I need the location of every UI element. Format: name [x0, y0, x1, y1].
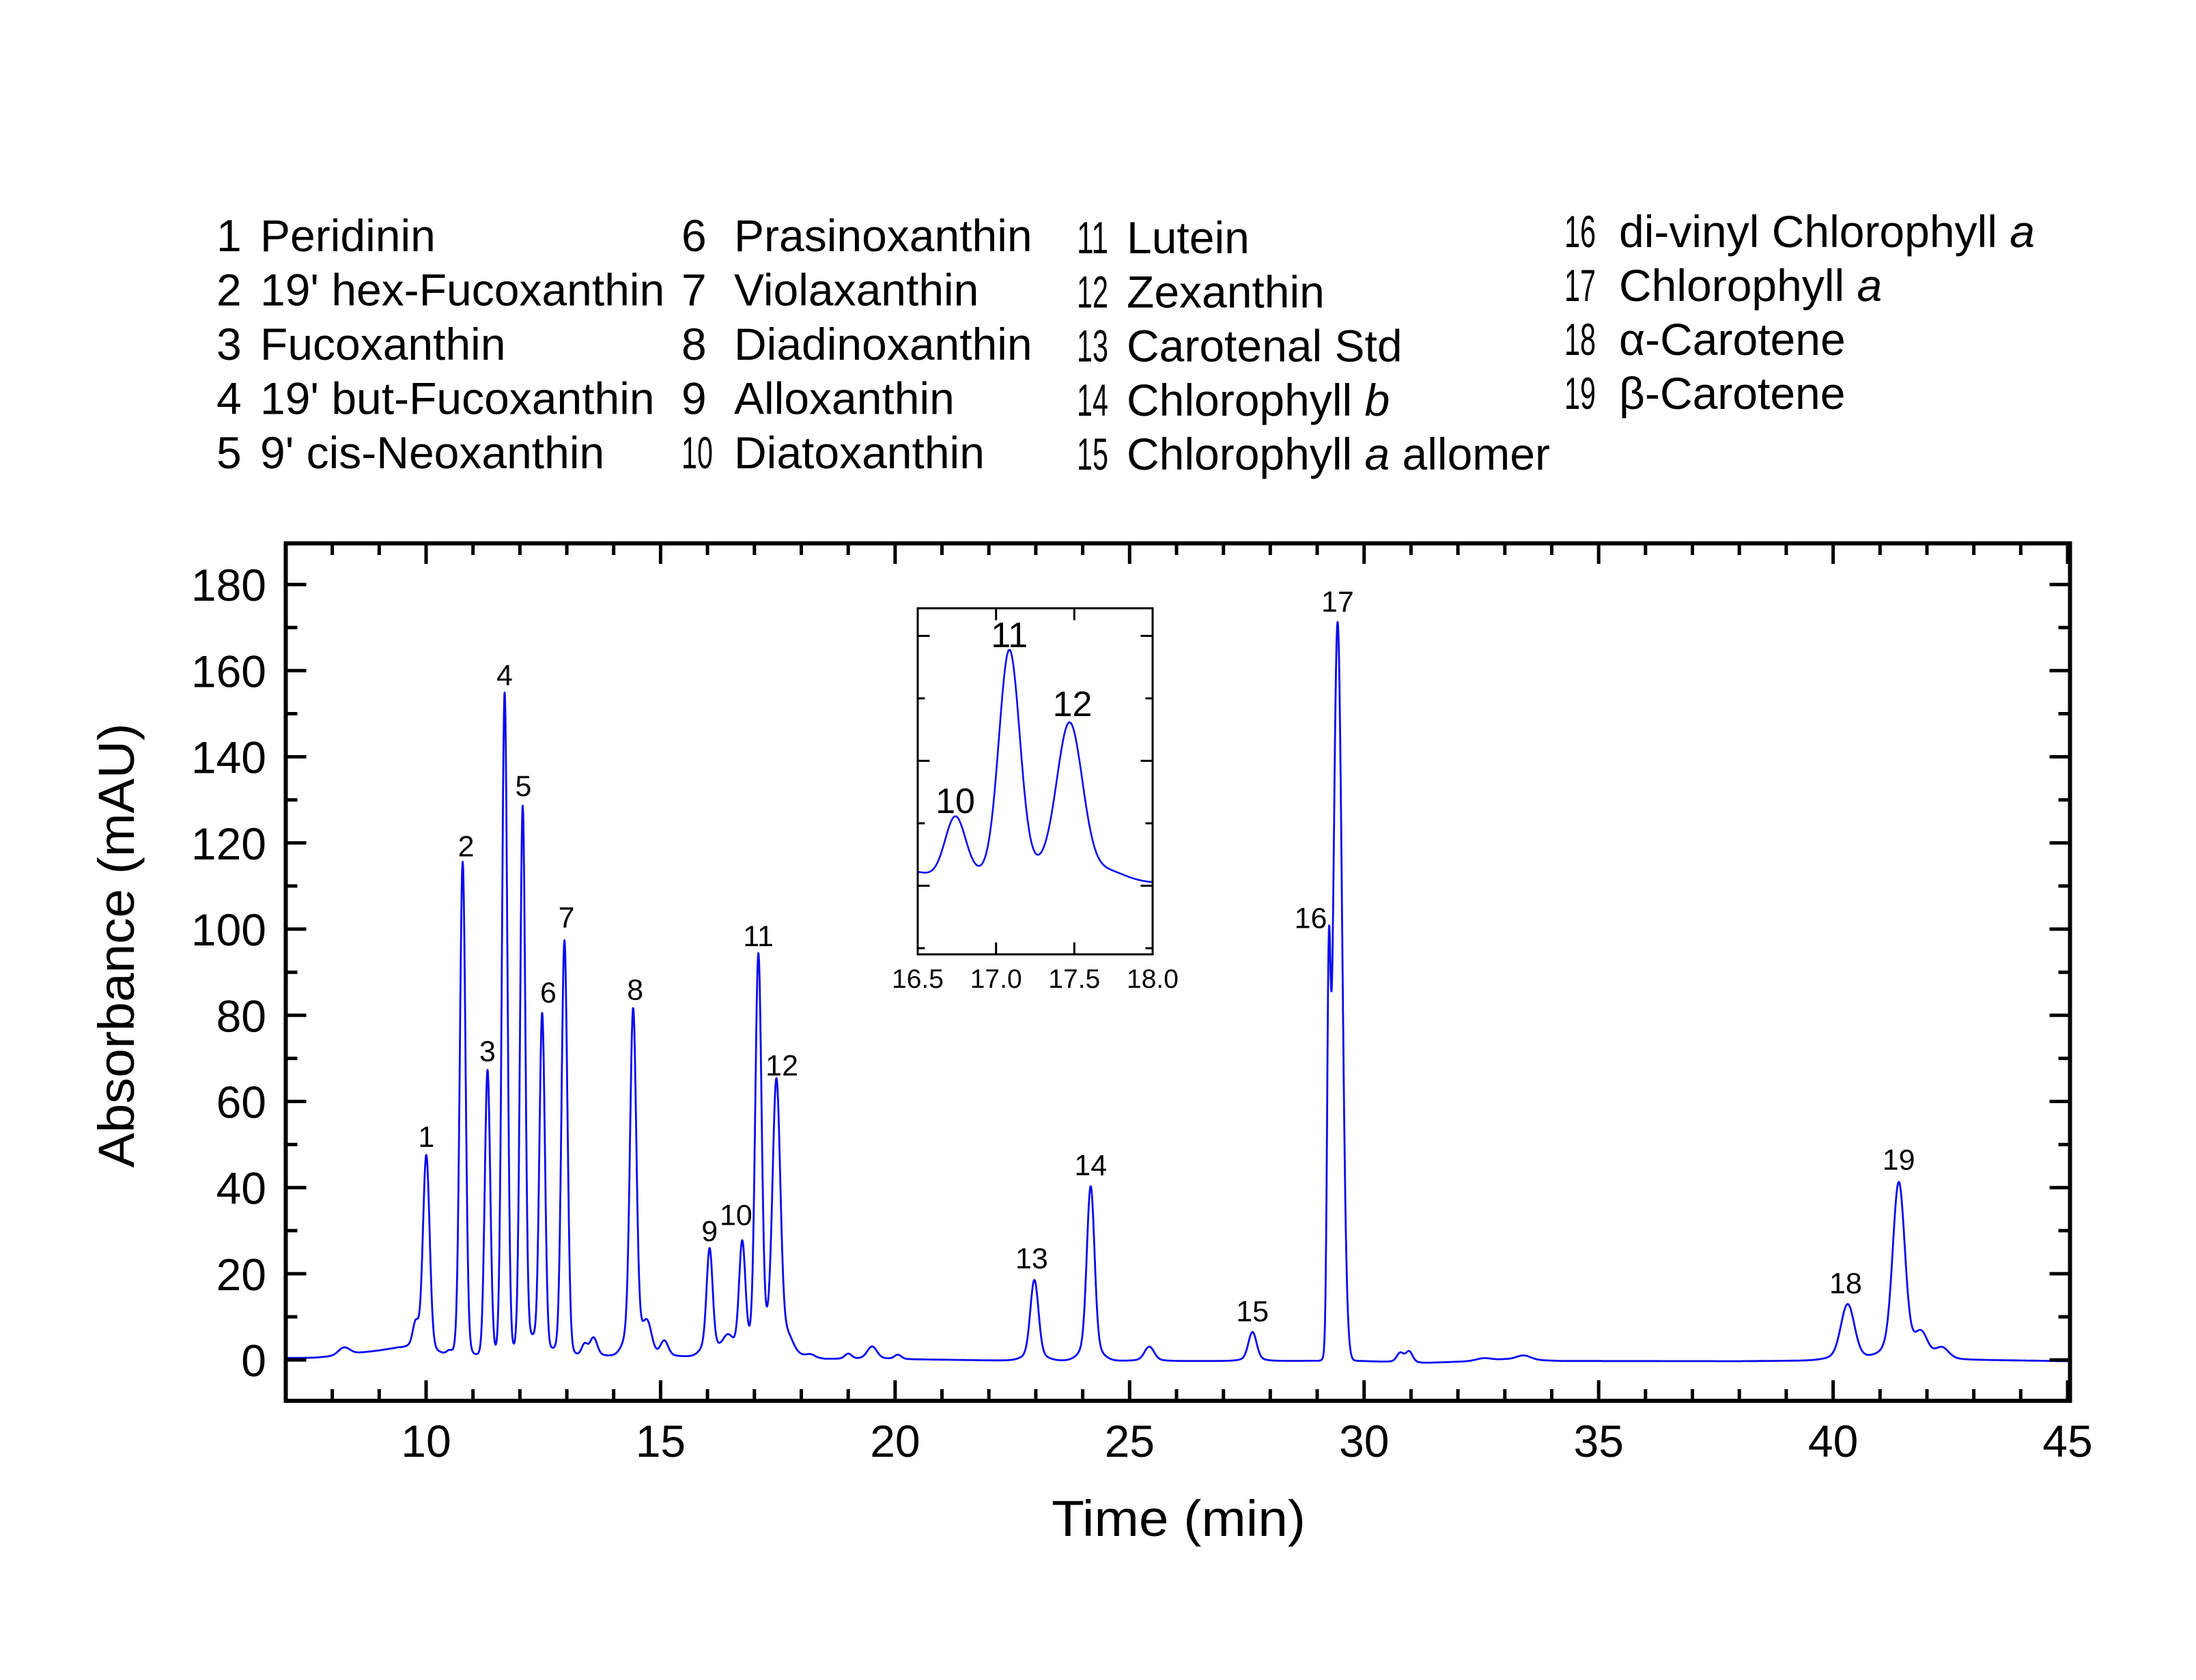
svg-text:12: 12	[1053, 685, 1093, 724]
svg-text:11: 11	[1077, 212, 1108, 263]
svg-text:Absorbance (mAU): Absorbance (mAU)	[88, 724, 145, 1168]
svg-text:17.5: 17.5	[1048, 965, 1100, 994]
svg-text:α-Carotene: α-Carotene	[1619, 314, 1846, 365]
svg-text:20: 20	[216, 1249, 266, 1300]
svg-text:4: 4	[496, 659, 513, 692]
svg-text:7: 7	[559, 901, 575, 934]
svg-text:11: 11	[743, 920, 774, 953]
svg-text:140: 140	[191, 732, 266, 783]
svg-text:40: 40	[1808, 1416, 1858, 1466]
svg-text:6: 6	[681, 210, 707, 261]
svg-text:10: 10	[401, 1416, 451, 1466]
svg-text:12: 12	[1077, 266, 1108, 317]
svg-text:19' hex-Fucoxanthin: 19' hex-Fucoxanthin	[260, 265, 664, 315]
svg-text:Chlorophyll a allomer: Chlorophyll a allomer	[1127, 429, 1550, 479]
svg-text:8: 8	[627, 974, 643, 1007]
svg-text:14: 14	[1074, 1150, 1107, 1182]
svg-text:Diatoxanthin: Diatoxanthin	[734, 427, 985, 478]
svg-text:100: 100	[191, 905, 266, 955]
svg-text:2: 2	[458, 830, 475, 863]
svg-text:9: 9	[681, 373, 707, 424]
svg-text:10: 10	[935, 782, 975, 821]
svg-text:19: 19	[1564, 368, 1596, 418]
svg-text:15: 15	[1236, 1295, 1269, 1328]
svg-text:Diadinoxanthin: Diadinoxanthin	[734, 319, 1032, 369]
svg-text:8: 8	[681, 319, 707, 369]
svg-text:13: 13	[1015, 1242, 1048, 1275]
svg-text:17.0: 17.0	[970, 965, 1022, 994]
svg-text:45: 45	[2042, 1416, 2092, 1466]
svg-text:16.5: 16.5	[892, 965, 944, 994]
svg-text:120: 120	[191, 818, 266, 869]
svg-text:35: 35	[1573, 1416, 1623, 1466]
svg-text:β-Carotene: β-Carotene	[1619, 368, 1845, 418]
svg-text:25: 25	[1105, 1416, 1155, 1466]
svg-text:1: 1	[216, 210, 242, 261]
svg-text:160: 160	[191, 646, 266, 696]
svg-text:18: 18	[1564, 314, 1596, 365]
svg-text:Peridinin: Peridinin	[260, 210, 436, 261]
svg-text:6: 6	[540, 977, 557, 1010]
svg-text:4: 4	[216, 373, 242, 424]
svg-text:18.0: 18.0	[1127, 965, 1179, 994]
svg-text:19' but-Fucoxanthin: 19' but-Fucoxanthin	[260, 373, 655, 424]
svg-text:Chlorophyll b: Chlorophyll b	[1127, 375, 1390, 425]
svg-text:Alloxanthin: Alloxanthin	[734, 373, 955, 424]
svg-text:2: 2	[216, 265, 242, 315]
svg-text:15: 15	[636, 1416, 686, 1466]
svg-text:5: 5	[516, 770, 532, 803]
svg-text:80: 80	[216, 991, 266, 1041]
svg-text:Zexanthin: Zexanthin	[1127, 266, 1325, 317]
svg-text:di-vinyl Chlorophyll a: di-vinyl Chlorophyll a	[1619, 206, 2035, 257]
svg-text:18: 18	[1829, 1267, 1862, 1300]
svg-text:Time (min): Time (min)	[1052, 1490, 1306, 1547]
svg-text:30: 30	[1339, 1416, 1389, 1466]
svg-text:3: 3	[479, 1035, 496, 1068]
svg-text:16: 16	[1564, 206, 1596, 257]
svg-text:11: 11	[991, 616, 1028, 655]
svg-text:1: 1	[418, 1121, 434, 1154]
svg-text:15: 15	[1077, 429, 1108, 479]
svg-text:Chlorophyll a: Chlorophyll a	[1619, 260, 1882, 311]
svg-text:16: 16	[1295, 902, 1327, 935]
svg-text:3: 3	[216, 319, 242, 369]
svg-text:Carotenal Std: Carotenal Std	[1127, 321, 1403, 371]
svg-text:17: 17	[1564, 260, 1596, 311]
svg-text:60: 60	[216, 1077, 266, 1128]
svg-text:Fucoxanthin: Fucoxanthin	[260, 319, 506, 369]
svg-text:180: 180	[191, 560, 266, 610]
svg-text:14: 14	[1077, 375, 1108, 425]
svg-text:0: 0	[241, 1335, 266, 1386]
svg-text:17: 17	[1321, 586, 1354, 618]
svg-text:9' cis-Neoxanthin: 9' cis-Neoxanthin	[260, 427, 604, 478]
svg-text:Violaxanthin: Violaxanthin	[734, 265, 979, 315]
svg-text:10: 10	[681, 427, 713, 478]
svg-text:9: 9	[701, 1215, 718, 1248]
svg-text:12: 12	[765, 1049, 798, 1082]
svg-text:40: 40	[216, 1163, 266, 1214]
svg-text:13: 13	[1077, 321, 1108, 371]
svg-text:7: 7	[681, 265, 707, 315]
svg-text:19: 19	[1883, 1143, 1915, 1176]
svg-text:Lutein: Lutein	[1127, 212, 1250, 263]
svg-text:10: 10	[720, 1199, 752, 1232]
svg-text:20: 20	[870, 1416, 920, 1466]
svg-text:5: 5	[216, 427, 242, 478]
svg-text:Prasinoxanthin: Prasinoxanthin	[734, 210, 1032, 261]
